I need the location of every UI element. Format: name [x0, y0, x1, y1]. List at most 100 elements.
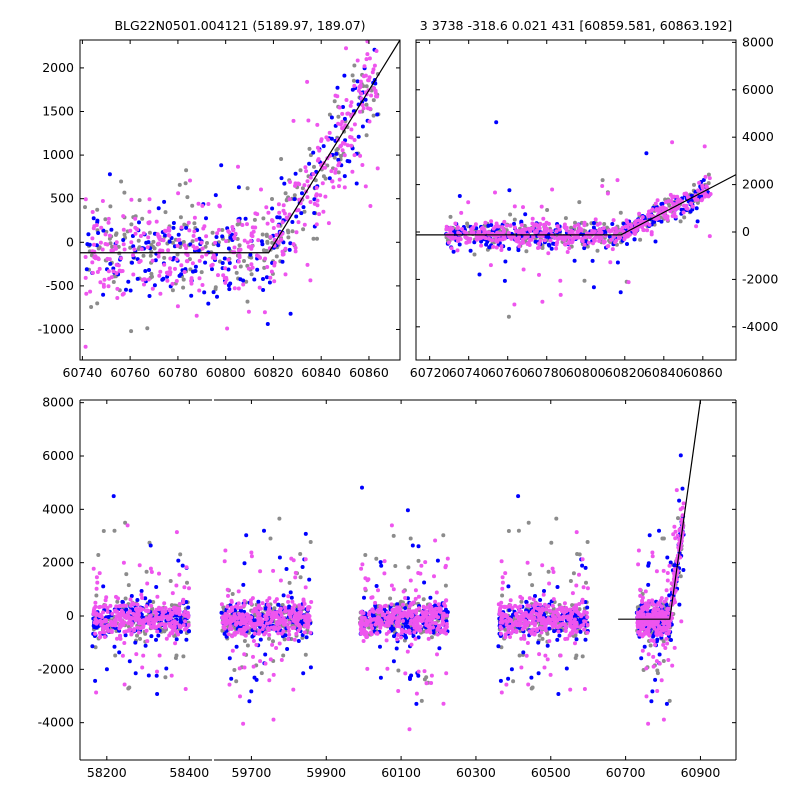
data-point-blue — [555, 585, 560, 589]
data-point-grey — [242, 259, 246, 263]
data-point-grey — [181, 654, 186, 659]
data-point-magenta — [592, 238, 597, 243]
data-point-magenta — [323, 194, 328, 199]
data-point-magenta — [254, 642, 259, 647]
data-point-blue — [101, 228, 106, 233]
data-point-magenta — [194, 313, 199, 318]
data-point-magenta — [288, 180, 292, 184]
data-point-grey — [136, 238, 141, 243]
data-point-magenta — [551, 610, 556, 615]
data-point-magenta — [473, 222, 478, 227]
data-point-grey — [363, 553, 368, 557]
data-point-blue — [356, 134, 361, 139]
data-point-grey — [312, 164, 316, 169]
data-point-magenta — [576, 222, 581, 227]
data-point-magenta — [175, 304, 180, 309]
data-point-blue — [162, 199, 167, 204]
data-point-magenta — [145, 639, 150, 644]
data-point-magenta — [500, 620, 505, 625]
data-point-magenta — [224, 239, 229, 244]
data-point-magenta — [246, 309, 251, 314]
data-point-grey — [352, 63, 357, 68]
data-point-magenta — [192, 229, 197, 234]
data-point-grey — [290, 229, 295, 234]
data-point-magenta — [609, 237, 614, 242]
data-point-grey — [129, 222, 134, 227]
data-point-magenta — [363, 586, 368, 591]
data-point-magenta — [560, 605, 564, 610]
data-point-magenta — [250, 265, 255, 270]
data-point-magenta — [137, 563, 142, 568]
data-point-magenta — [557, 227, 562, 232]
data-point-blue — [583, 565, 588, 570]
data-point-magenta — [415, 614, 420, 619]
data-point-grey — [163, 675, 168, 680]
data-point-magenta — [580, 600, 585, 605]
data-point-magenta — [689, 201, 694, 206]
data-point-magenta — [101, 630, 105, 634]
data-point-grey — [298, 168, 303, 173]
data-point-magenta — [215, 231, 220, 236]
data-point-magenta — [373, 622, 378, 627]
data-point-magenta — [352, 138, 357, 142]
data-point-magenta — [120, 292, 125, 297]
data-point-blue — [610, 222, 615, 226]
data-point-magenta — [330, 179, 335, 184]
data-point-magenta — [276, 223, 281, 228]
data-point-blue — [590, 258, 595, 263]
data-point-magenta — [584, 610, 589, 615]
data-point-magenta — [580, 557, 585, 562]
data-point-grey — [188, 267, 193, 272]
data-point-magenta — [349, 143, 354, 148]
data-point-grey — [108, 241, 113, 246]
data-point-magenta — [128, 597, 133, 602]
data-point-magenta — [267, 604, 272, 609]
data-point-magenta — [675, 194, 680, 199]
data-point-magenta — [555, 224, 560, 229]
data-point-magenta — [133, 216, 138, 221]
data-point-magenta — [548, 672, 553, 677]
data-point-magenta — [199, 240, 204, 245]
panel-bottom: 58200 58400 59700 59900 60100 60300 60500 60700… — [38, 395, 737, 780]
data-point-magenta — [371, 609, 376, 614]
data-point-blue — [255, 267, 260, 272]
data-point-grey — [575, 552, 580, 556]
data-point-grey — [143, 631, 148, 636]
data-point-magenta — [352, 153, 357, 158]
data-point-magenta — [471, 225, 476, 230]
data-point-magenta — [446, 240, 451, 245]
x-tick-label: 60760 — [110, 365, 150, 380]
data-point-blue — [241, 278, 246, 283]
data-point-magenta — [133, 231, 138, 236]
data-point-magenta — [579, 227, 584, 232]
data-point-magenta — [191, 244, 196, 249]
data-point-magenta — [308, 278, 313, 283]
data-point-magenta — [227, 682, 232, 687]
data-point-magenta — [340, 111, 345, 116]
data-point-grey — [148, 253, 153, 258]
data-point-magenta — [166, 233, 171, 237]
data-point-magenta — [225, 587, 230, 592]
data-point-blue — [347, 159, 352, 164]
data-point-magenta — [707, 176, 712, 181]
data-point-magenta — [179, 263, 184, 268]
data-point-blue — [321, 144, 326, 149]
data-point-grey — [554, 516, 559, 521]
data-point-magenta — [540, 299, 545, 304]
data-point-magenta — [570, 240, 574, 245]
data-point-grey — [138, 636, 142, 641]
data-point-magenta — [231, 228, 236, 233]
data-point-magenta — [291, 608, 295, 613]
data-point-magenta — [577, 572, 581, 577]
data-point-magenta — [141, 622, 146, 627]
data-point-magenta — [554, 246, 559, 251]
data-point-magenta — [314, 192, 319, 197]
data-point-grey — [177, 182, 182, 187]
data-point-magenta — [120, 653, 125, 658]
data-point-magenta — [389, 523, 394, 528]
data-point-blue — [227, 261, 232, 265]
data-point-magenta — [352, 83, 357, 88]
data-point-blue — [222, 631, 227, 636]
data-point-magenta — [497, 607, 502, 612]
data-point-magenta — [585, 623, 590, 627]
